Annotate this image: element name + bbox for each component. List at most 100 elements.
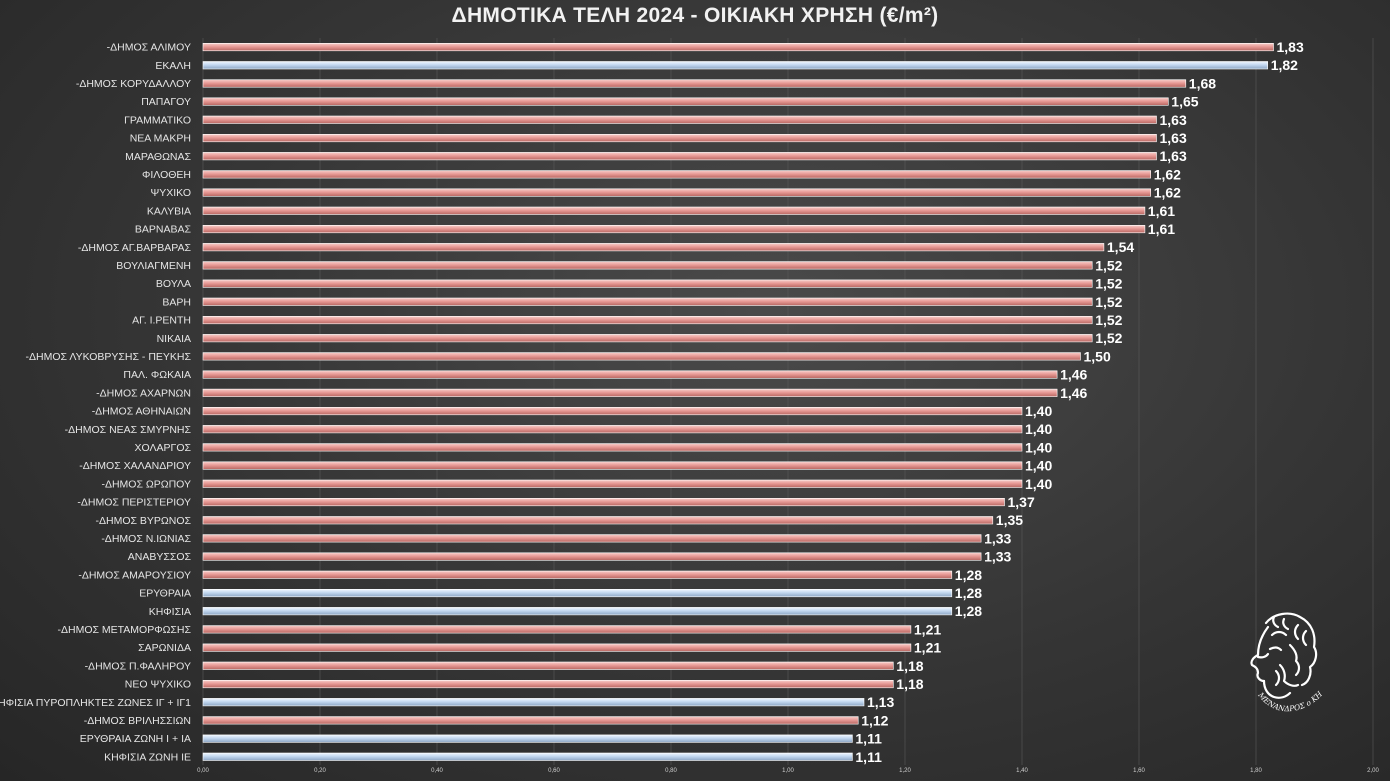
- data-label: 1,83: [1277, 39, 1304, 55]
- data-label: 1,54: [1107, 239, 1134, 255]
- bar: [202, 261, 1093, 270]
- bar: [202, 752, 853, 761]
- data-label: 1,46: [1060, 367, 1087, 383]
- menander-head-icon: ΜΕΝΑΝΔΡΟΣ ο ΚΗΦΙΣΙΕΥΣ: [1228, 605, 1324, 713]
- category-label: -ΔΗΜΟΣ ΧΑΛΑΝΔΡΙΟΥ: [79, 460, 191, 472]
- bar: [202, 479, 1023, 488]
- data-label: 1,18: [896, 658, 923, 674]
- bar: [202, 552, 982, 561]
- data-label: 1,13: [867, 694, 894, 710]
- category-label: -ΔΗΜΟΣ ΛΥΚΟΒΡΥΣΗΣ - ΠΕΥΚΗΣ: [26, 351, 192, 363]
- data-label: 1,82: [1271, 57, 1298, 73]
- category-label: -ΔΗΜΟΣ ΩΡΩΠΟΥ: [101, 478, 191, 490]
- bar: [202, 352, 1081, 361]
- x-tick-label: 0,60: [548, 768, 560, 774]
- category-label: -ΔΗΜΟΣ ΒΡΙΛΗΣΣΙΩΝ: [84, 715, 191, 727]
- category-label: ΕΚΑΛΗ: [155, 60, 191, 72]
- x-tick-label: 1,60: [1133, 768, 1145, 774]
- category-label: ΨΥΧΙΚΟ: [150, 187, 191, 199]
- bar: [202, 679, 894, 689]
- data-label: 1,62: [1154, 185, 1181, 201]
- bar: [202, 115, 1157, 124]
- data-label: 1,63: [1160, 148, 1187, 164]
- category-label: -ΔΗΜΟΣ ΑΛΙΜΟΥ: [107, 42, 191, 54]
- bar: [202, 716, 859, 725]
- category-label: -ΔΗΜΟΣ ΜΕΤΑΜΟΡΦΩΣΗΣ: [57, 624, 191, 636]
- category-label: ΒΑΡΗ: [162, 296, 191, 308]
- data-label: 1,28: [955, 567, 982, 583]
- bar: [202, 279, 1093, 288]
- data-label: 1,33: [984, 549, 1011, 565]
- bar: [202, 607, 953, 616]
- x-tick-label: 1,00: [782, 768, 794, 774]
- data-label: 1,11: [855, 749, 882, 765]
- bar: [202, 497, 1005, 507]
- data-label: 1,40: [1025, 458, 1052, 474]
- bar: [202, 388, 1058, 397]
- bar: [202, 134, 1157, 143]
- category-label: -ΔΗΜΟΣ ΑΜΑΡΟΥΣΙΟΥ: [78, 569, 191, 581]
- data-label: 1,12: [861, 712, 888, 728]
- category-label: ΑΓ. Ι.ΡΕΝΤΗ: [132, 315, 191, 327]
- data-label: 1,21: [914, 640, 941, 656]
- x-tick-label: 0,00: [197, 768, 209, 774]
- category-label: -ΔΗΜΟΣ ΑΘΗΝΑΙΩΝ: [92, 406, 191, 418]
- category-label: ΚΑΛΥΒΙΑ: [147, 205, 191, 217]
- data-label: 1,63: [1160, 112, 1187, 128]
- data-label: 1,37: [1008, 494, 1035, 510]
- category-label: ΓΡΑΜΜΑΤΙΚΟ: [124, 114, 191, 126]
- data-label: 1,40: [1025, 476, 1052, 492]
- data-label: 1,40: [1025, 421, 1052, 437]
- category-label: -ΔΗΜΟΣ ΠΕΡΙΣΤΕΡΙΟΥ: [77, 497, 191, 509]
- data-label: 1,61: [1148, 221, 1175, 237]
- category-label: ΚΗΦΙΣΙΑ ΠΥΡΟΠΛΗΚΤΕΣ ΖΩΝΕΣ ΙΓ + ΙΓ1: [0, 697, 191, 709]
- chart-title: ΔΗΜΟΤΙΚΑ ΤΕΛΗ 2024 - ΟΙΚΙΑΚΗ ΧΡΗΣΗ (€/m²…: [451, 4, 939, 27]
- x-tick-label: 1,40: [1016, 768, 1028, 774]
- category-label: ΝΕΑ ΜΑΚΡΗ: [130, 133, 191, 145]
- x-axis-ticks: 0,00 0,20 0,40 0,60 0,80 1,00 1,20 1,40 1,60 1,80…: [197, 768, 1379, 774]
- data-label: 1,18: [896, 676, 923, 692]
- category-label: ΠΑΠΑΓΟΥ: [141, 96, 191, 108]
- category-label: -ΔΗΜΟΣ Π.ΦΑΛΗΡΟΥ: [85, 660, 191, 672]
- data-label: 1,40: [1025, 403, 1052, 419]
- x-tick-label: 1,20: [899, 768, 911, 774]
- category-label: -ΔΗΜΟΣ ΝΕΑΣ ΣΜΥΡΝΗΣ: [65, 424, 192, 436]
- category-label: ΧΟΛΑΡΓΟΣ: [135, 442, 192, 454]
- data-label: 1,68: [1189, 75, 1216, 91]
- bar: [202, 443, 1023, 452]
- bar: [202, 297, 1093, 306]
- x-tick-label: 0,20: [314, 768, 326, 774]
- bar: [202, 734, 853, 743]
- category-label: ΒΑΡΝΑΒΑΣ: [135, 224, 192, 236]
- data-label: 1,52: [1095, 330, 1122, 346]
- data-label: 1,52: [1095, 312, 1122, 328]
- bar: [202, 79, 1187, 88]
- bar: [202, 570, 953, 579]
- bar: [202, 243, 1105, 252]
- category-label: ΣΑΡΩΝΙΔΑ: [138, 642, 191, 654]
- bar: [202, 152, 1157, 161]
- bars: -ΔΗΜΟΣ ΑΛΙΜΟΥ 1,83 ΕΚΑΛΗ 1,82 -ΔΗΜΟΣ ΚΟΡΥΔΑΛ…: [0, 39, 1304, 765]
- category-label: -ΔΗΜΟΣ Ν.ΙΩΝΙΑΣ: [101, 533, 191, 545]
- category-label: ΦΙΛΟΘΕΗ: [142, 169, 191, 181]
- data-label: 1,50: [1084, 348, 1111, 364]
- category-label: -ΔΗΜΟΣ ΑΧΑΡΝΩΝ: [96, 387, 191, 399]
- bar: [202, 170, 1152, 179]
- category-label: ΑΝΑΒΥΣΣΟΣ: [128, 551, 192, 563]
- category-label: ΚΗΦΙΣΙΑ ΖΩΝΗ ΙΕ: [104, 751, 191, 763]
- data-label: 1,63: [1160, 130, 1187, 146]
- data-label: 1,46: [1060, 385, 1087, 401]
- data-label: 1,62: [1154, 166, 1181, 182]
- bar: [202, 42, 1274, 52]
- data-label: 1,65: [1171, 94, 1198, 110]
- bar: [202, 334, 1093, 343]
- category-label: ΝΕΟ ΨΥΧΙΚΟ: [125, 679, 191, 691]
- x-tick-label: 1,80: [1250, 768, 1262, 774]
- category-label: ΕΡΥΘΡΑΙΑ ΖΩΝΗ Ι + ΙΑ: [80, 733, 191, 745]
- data-label: 1,52: [1095, 294, 1122, 310]
- bar: [202, 588, 953, 598]
- data-label: 1,61: [1148, 203, 1175, 219]
- data-label: 1,40: [1025, 439, 1052, 455]
- bar: [202, 461, 1023, 470]
